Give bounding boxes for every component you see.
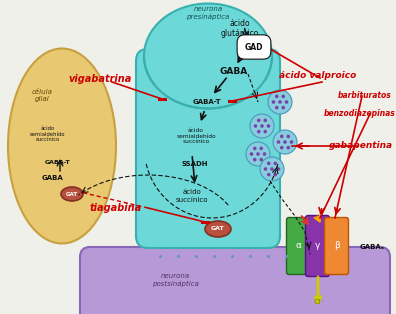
Circle shape [267, 124, 270, 128]
Circle shape [282, 106, 285, 110]
Text: neurona
postsináptica: neurona postsináptica [152, 273, 198, 287]
Text: GABA-T: GABA-T [193, 99, 221, 105]
Circle shape [274, 173, 277, 176]
Text: SSADH: SSADH [182, 161, 209, 167]
Circle shape [285, 100, 288, 104]
Text: Cl⁻: Cl⁻ [313, 299, 325, 305]
Circle shape [250, 114, 274, 138]
Circle shape [263, 152, 266, 156]
FancyBboxPatch shape [324, 218, 348, 274]
Text: β: β [334, 241, 340, 251]
Circle shape [263, 119, 267, 122]
Text: ácido
succínico: ácido succínico [176, 190, 208, 203]
Ellipse shape [8, 48, 116, 243]
FancyBboxPatch shape [305, 215, 329, 277]
FancyBboxPatch shape [80, 247, 390, 314]
Text: gabapentina: gabapentina [329, 142, 393, 150]
Text: benzodiazepinas: benzodiazepinas [324, 110, 396, 118]
Text: GAT: GAT [66, 192, 78, 197]
Text: GABA: GABA [220, 68, 248, 77]
Circle shape [260, 157, 284, 181]
Bar [155, 48, 265, 96]
Text: GABAₐ: GABAₐ [360, 244, 385, 250]
Circle shape [277, 140, 280, 144]
Circle shape [260, 124, 264, 128]
Circle shape [268, 90, 292, 114]
Ellipse shape [144, 3, 272, 109]
Circle shape [270, 167, 274, 171]
Text: γ: γ [315, 241, 321, 251]
Text: α: α [296, 241, 302, 251]
Circle shape [267, 173, 270, 176]
Circle shape [277, 167, 280, 171]
Text: célula
glial: célula glial [32, 89, 52, 102]
Circle shape [275, 106, 278, 110]
Circle shape [264, 167, 267, 171]
Text: barbituratos: barbituratos [338, 91, 392, 100]
FancyBboxPatch shape [286, 218, 310, 274]
Circle shape [278, 100, 282, 104]
Circle shape [282, 95, 285, 98]
Text: GAT: GAT [211, 226, 225, 231]
Circle shape [259, 158, 263, 161]
Circle shape [254, 124, 257, 128]
Circle shape [273, 130, 297, 154]
Text: tiagabina: tiagabina [90, 203, 142, 213]
Circle shape [290, 140, 293, 144]
Ellipse shape [61, 187, 83, 201]
Circle shape [280, 146, 284, 149]
Text: GAD: GAD [245, 42, 263, 51]
Circle shape [286, 135, 290, 138]
FancyBboxPatch shape [136, 49, 280, 248]
Text: ácido
semialdehído
succínico: ácido semialdehído succínico [30, 126, 66, 142]
Circle shape [274, 162, 277, 165]
Circle shape [259, 147, 263, 150]
Text: ácido
semialdehído
succínico: ácido semialdehído succínico [176, 128, 216, 144]
Circle shape [263, 130, 267, 133]
Circle shape [257, 130, 261, 133]
Circle shape [286, 146, 290, 149]
Circle shape [253, 147, 257, 150]
Circle shape [246, 142, 270, 166]
Circle shape [250, 152, 253, 156]
Circle shape [253, 158, 257, 161]
Circle shape [280, 135, 284, 138]
Circle shape [275, 95, 278, 98]
Text: GABA: GABA [41, 175, 63, 181]
Ellipse shape [205, 221, 231, 237]
Circle shape [283, 140, 287, 144]
Text: GABA-T: GABA-T [45, 160, 71, 165]
Circle shape [272, 100, 275, 104]
Circle shape [267, 162, 270, 165]
Circle shape [257, 119, 261, 122]
Circle shape [256, 152, 260, 156]
Text: vigabatrina: vigabatrina [69, 74, 132, 84]
Text: ácido valproico: ácido valproico [279, 72, 356, 80]
Text: neurona
presínáptica: neurona presínáptica [186, 6, 230, 19]
Text: ácido
glutámico: ácido glutámico [221, 19, 259, 38]
